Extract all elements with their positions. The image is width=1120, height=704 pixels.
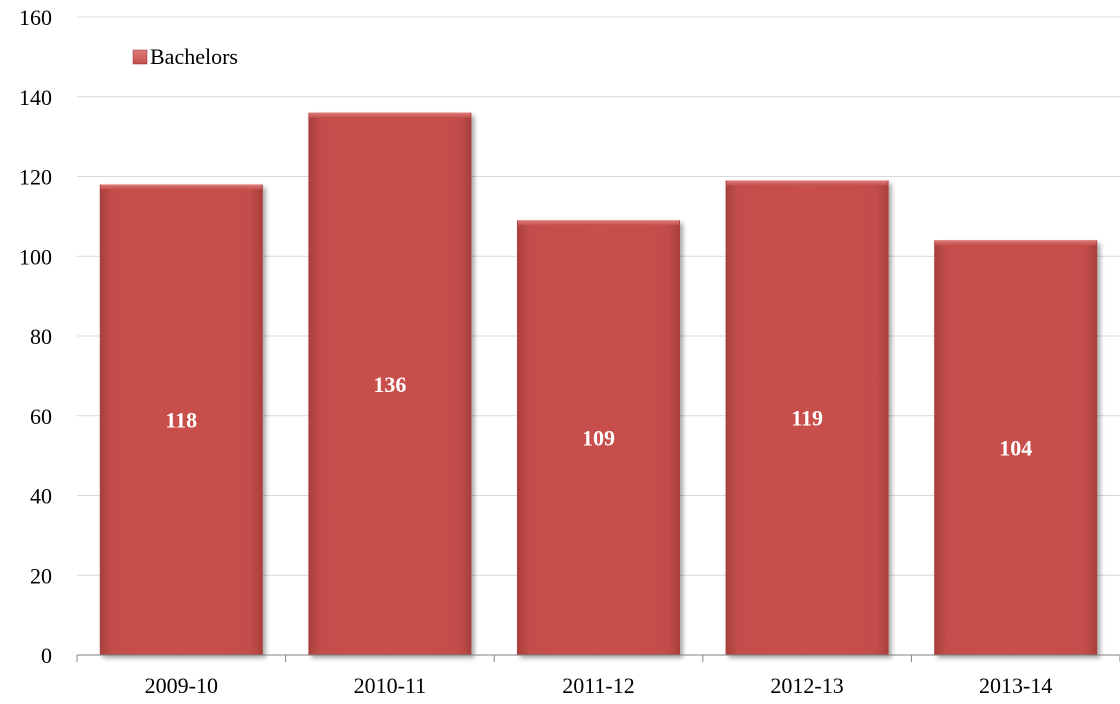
bar-top-bevel [726,180,888,186]
data-labels: 118 136 109 119 104 [165,372,1032,461]
x-tick-label: 2012-13 [770,673,843,698]
y-tick-label: 160 [19,5,52,30]
bar-data-label: 119 [791,406,823,431]
y-tick-label: 60 [30,404,52,429]
bar-top-bevel [309,112,471,118]
y-tick-label: 140 [19,85,52,110]
bar [517,220,680,656]
bar [934,240,1098,656]
bar-data-label: 118 [165,408,197,433]
bars [99,112,1098,656]
y-axis-tick-labels: 0 20 40 60 80 100 120 140 160 [19,5,52,668]
y-tick-label: 80 [30,324,52,349]
legend-label: Bachelors [150,44,238,69]
bar-data-label: 109 [582,426,615,451]
x-tick-label: 2010-11 [354,673,427,698]
x-axis [76,654,1120,662]
legend-swatch [132,49,148,65]
bar-top-bevel [935,240,1097,246]
legend: Bachelors [132,44,238,69]
y-tick-label: 40 [30,484,52,509]
y-tick-label: 120 [19,165,52,190]
x-tick-label: 2009-10 [145,673,218,698]
bar [99,184,263,655]
y-tick-label: 20 [30,563,52,588]
y-tick-label: 0 [41,643,52,668]
y-tick-label: 100 [19,244,52,269]
bar [725,180,889,656]
x-tick-label: 2013-14 [979,673,1052,698]
x-tick-label: 2011-12 [562,673,635,698]
bar-top-bevel [518,220,679,226]
bar-data-label: 104 [999,436,1032,461]
bar-data-label: 136 [373,372,406,397]
bar-top-bevel [100,184,262,190]
bar [308,112,472,655]
x-axis-tick-labels: 2009-10 2010-11 2011-12 2012-13 2013-14 [145,673,1053,698]
